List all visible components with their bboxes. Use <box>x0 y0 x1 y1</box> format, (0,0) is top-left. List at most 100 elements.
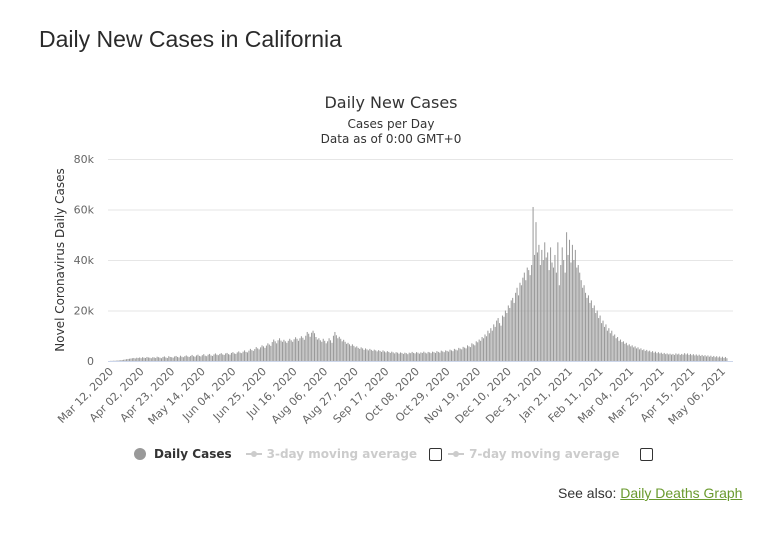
bar[interactable] <box>350 345 352 361</box>
bar[interactable] <box>232 352 234 361</box>
bar[interactable] <box>666 353 668 361</box>
bar[interactable] <box>210 355 212 361</box>
bar[interactable] <box>516 287 518 361</box>
bar[interactable] <box>519 282 521 361</box>
bar[interactable] <box>462 346 464 361</box>
bar[interactable] <box>644 350 646 361</box>
bar[interactable] <box>319 340 321 361</box>
bar[interactable] <box>222 354 224 361</box>
bar[interactable] <box>213 354 215 361</box>
bar[interactable] <box>501 315 503 361</box>
bar[interactable] <box>214 353 216 361</box>
bar[interactable] <box>685 354 687 361</box>
bar[interactable] <box>698 354 700 361</box>
bar[interactable] <box>244 350 246 361</box>
bar[interactable] <box>360 347 362 361</box>
bar[interactable] <box>270 345 272 361</box>
bar[interactable] <box>459 348 461 361</box>
bar[interactable] <box>434 352 436 361</box>
bar[interactable] <box>177 356 179 361</box>
bar[interactable] <box>117 360 119 362</box>
bar[interactable] <box>328 338 330 361</box>
bar[interactable] <box>446 350 448 361</box>
bar[interactable] <box>675 353 677 361</box>
bar[interactable] <box>287 340 289 361</box>
bar[interactable] <box>198 355 200 361</box>
bar[interactable] <box>391 351 393 361</box>
bar[interactable] <box>286 342 288 361</box>
bar[interactable] <box>230 352 232 361</box>
bar[interactable] <box>659 353 661 361</box>
bar[interactable] <box>389 352 391 361</box>
bar[interactable] <box>574 249 576 361</box>
bar[interactable] <box>260 347 262 361</box>
bar[interactable] <box>649 350 651 361</box>
bar[interactable] <box>225 353 227 361</box>
bar[interactable] <box>509 307 511 361</box>
bar[interactable] <box>296 338 298 361</box>
bar[interactable] <box>494 326 496 361</box>
bar[interactable] <box>194 356 196 361</box>
bar[interactable] <box>599 315 601 361</box>
bar[interactable] <box>330 340 332 361</box>
bar[interactable] <box>348 344 350 361</box>
bar[interactable] <box>293 339 295 361</box>
bar[interactable] <box>592 307 594 361</box>
bar[interactable] <box>220 353 222 361</box>
bar[interactable] <box>277 340 279 361</box>
bar[interactable] <box>695 354 697 361</box>
bar[interactable] <box>469 347 471 361</box>
bar[interactable] <box>395 352 397 361</box>
bar[interactable] <box>593 305 595 361</box>
bar[interactable] <box>480 340 482 361</box>
bar[interactable] <box>146 356 148 361</box>
bar[interactable] <box>133 357 135 361</box>
bar[interactable] <box>515 292 517 361</box>
bar[interactable] <box>191 354 193 361</box>
legend-daily-cases[interactable]: Daily Cases <box>134 447 232 461</box>
bar[interactable] <box>490 328 492 361</box>
bar[interactable] <box>332 335 334 361</box>
bar[interactable] <box>165 357 167 361</box>
bar[interactable] <box>398 353 400 361</box>
bar[interactable] <box>392 352 394 361</box>
bar[interactable] <box>487 330 489 361</box>
bar[interactable] <box>510 300 512 361</box>
bar[interactable] <box>542 260 544 361</box>
bar[interactable] <box>637 347 639 361</box>
bar[interactable] <box>708 356 710 361</box>
daily-deaths-graph-link[interactable]: Daily Deaths Graph <box>620 485 743 501</box>
bar[interactable] <box>174 356 176 361</box>
bar[interactable] <box>506 313 508 361</box>
bar[interactable] <box>628 344 630 361</box>
bar[interactable] <box>246 352 248 361</box>
bar[interactable] <box>465 348 467 362</box>
bar[interactable] <box>672 353 674 361</box>
bar[interactable] <box>657 352 659 361</box>
bar[interactable] <box>241 353 243 361</box>
bar[interactable] <box>442 351 444 361</box>
bar[interactable] <box>512 297 514 362</box>
bar[interactable] <box>601 323 603 362</box>
bar[interactable] <box>437 351 439 361</box>
bar[interactable] <box>305 335 307 361</box>
bar[interactable] <box>587 295 589 361</box>
bar[interactable] <box>375 350 377 361</box>
bar[interactable] <box>700 355 702 361</box>
bar[interactable] <box>719 356 721 361</box>
bar[interactable] <box>614 334 616 361</box>
bar[interactable] <box>140 358 142 361</box>
bar[interactable] <box>534 254 536 361</box>
bar[interactable] <box>554 254 556 361</box>
bar[interactable] <box>474 345 476 361</box>
bar[interactable] <box>504 310 506 362</box>
bar[interactable] <box>673 354 675 361</box>
bar[interactable] <box>318 338 320 361</box>
bar[interactable] <box>289 338 291 361</box>
bar[interactable] <box>477 342 479 361</box>
bar[interactable] <box>561 247 563 362</box>
bar[interactable] <box>634 346 636 361</box>
bar[interactable] <box>503 316 505 361</box>
legend-7-day-average[interactable]: 7-day moving average <box>448 447 620 461</box>
bar[interactable] <box>280 340 282 361</box>
